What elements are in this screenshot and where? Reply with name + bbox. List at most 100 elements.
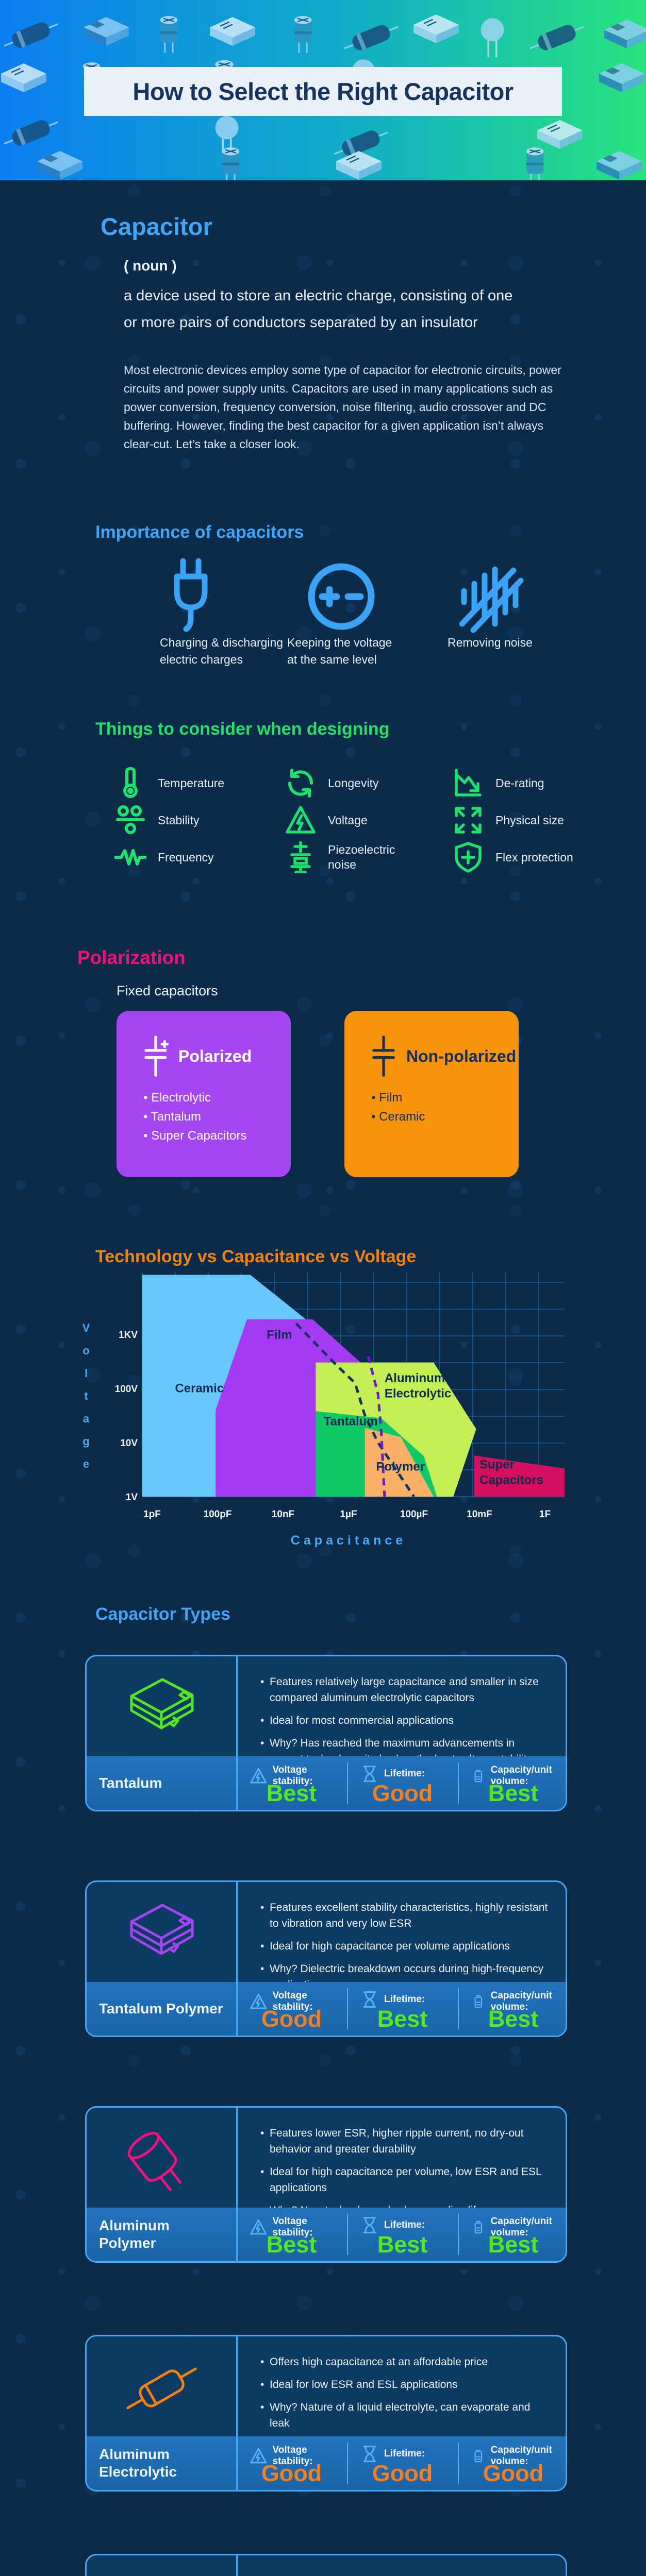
type-icon bbox=[120, 2349, 203, 2427]
polarization-card-title: Non-polarized bbox=[406, 1046, 517, 1065]
consideration-label: Physical size bbox=[495, 813, 564, 827]
svg-text:Film: Film bbox=[267, 1328, 292, 1342]
rating-value: Best bbox=[488, 1780, 539, 1806]
consideration-icon bbox=[114, 841, 146, 873]
type-rating-row: Tantalum Polymer Voltage stability: Good L… bbox=[87, 1982, 566, 2036]
polarization-card: Polarized • Electrolytic • Tantalum • Supe… bbox=[117, 1011, 291, 1177]
type-icon-cell bbox=[87, 1882, 236, 1985]
svg-text:100pF: 100pF bbox=[204, 1509, 232, 1520]
svg-text:o: o bbox=[82, 1344, 89, 1357]
type-bullet: • Features lower ESR, higher ripple curre… bbox=[260, 2127, 524, 2155]
consideration-item: De-rating bbox=[452, 766, 544, 800]
capacitor-type-card: • Offers high capacitance at an affordabl… bbox=[85, 2335, 567, 2492]
consideration-item: Flex protection bbox=[452, 840, 573, 874]
page-title: How to Select the Right Capacitor bbox=[132, 78, 514, 105]
card-divider bbox=[236, 2336, 238, 2490]
svg-text:1V: 1V bbox=[126, 1492, 138, 1503]
capacitor-type-card: • Features lower ESR, higher ripple curre… bbox=[85, 2106, 567, 2263]
svg-text:1µF: 1µF bbox=[340, 1509, 357, 1520]
type-icon bbox=[120, 1895, 203, 1972]
metric-label: Voltage stability: bbox=[272, 2216, 313, 2238]
polarization-card: Non-polarized • Film • Ceramic bbox=[344, 1011, 519, 1177]
capacitor-symbol-icon bbox=[142, 1036, 169, 1077]
rating-value: Good bbox=[483, 2460, 544, 2486]
type-rating-row: Aluminum Polymer Voltage stability: Best L… bbox=[87, 2208, 566, 2261]
type-bullet: • Offers high capacitance at an affordabl… bbox=[260, 2356, 488, 2368]
metric-label: Capacity/unit volume: bbox=[490, 2216, 552, 2238]
rating-divider bbox=[458, 2443, 459, 2484]
rating-value: Best bbox=[377, 2231, 428, 2258]
type-name-cell: Tantalum Polymer bbox=[87, 1982, 236, 2036]
polarization-card-item: • Ceramic bbox=[371, 1110, 425, 1124]
consideration-label: De-rating bbox=[495, 776, 544, 790]
type-bullet: • Ideal for low ESR and ESL applications bbox=[260, 2379, 458, 2391]
consideration-icon bbox=[452, 767, 484, 799]
type-rating-row: Tantalum Voltage stability: Best Lifetime:… bbox=[87, 1756, 566, 1810]
type-name-cell: Tantalum bbox=[87, 1756, 236, 1810]
metric-label: Lifetime: bbox=[384, 1768, 425, 1779]
consideration-label: Frequency bbox=[158, 850, 214, 864]
consideration-icon bbox=[285, 767, 317, 799]
svg-text:Capacitors: Capacitors bbox=[479, 1473, 543, 1487]
capacitor-types-heading: Capacitor Types bbox=[95, 1604, 231, 1624]
polarization-subheading: Fixed capacitors bbox=[117, 983, 218, 998]
rating-cell: Voltage stability: Good bbox=[236, 1982, 347, 2036]
type-icon-cell bbox=[87, 1656, 236, 1759]
svg-text:a: a bbox=[83, 1412, 90, 1425]
type-bullet: • Features excellent stability characteri… bbox=[260, 1902, 548, 1929]
consideration-icon bbox=[114, 804, 146, 836]
importance-heading: Importance of capacitors bbox=[95, 522, 304, 542]
rating-value: Good bbox=[261, 2006, 322, 2032]
consideration-item: Physical size bbox=[452, 803, 564, 837]
svg-text:1KV: 1KV bbox=[119, 1330, 138, 1341]
card-divider bbox=[236, 1882, 238, 2036]
importance-icon bbox=[303, 558, 380, 635]
card-divider bbox=[236, 1656, 238, 1810]
rating-cell: Voltage stability: Best bbox=[236, 2208, 347, 2261]
svg-text:Tantalum: Tantalum bbox=[324, 1414, 378, 1428]
chart-title: Technology vs Capacitance vs Voltage bbox=[95, 1247, 417, 1266]
metric-label: Lifetime: bbox=[384, 2219, 425, 2230]
rating-divider bbox=[347, 2214, 348, 2255]
consideration-item: Stability bbox=[114, 803, 200, 837]
rating-value: Best bbox=[266, 2231, 317, 2258]
hero-banner: How to Select the Right Capacitor bbox=[0, 0, 646, 180]
type-bullet: • Why? Nature of a liquid electrolyte, ca… bbox=[260, 2401, 531, 2429]
consideration-icon bbox=[114, 767, 146, 799]
consideration-label: Flex protection bbox=[495, 850, 573, 864]
type-bullet: • Features relatively large capacitance a… bbox=[260, 1676, 539, 1704]
hero-title-banner: How to Select the Right Capacitor bbox=[84, 67, 562, 116]
svg-text:Capacitance: Capacitance bbox=[291, 1533, 406, 1548]
type-icon-cell bbox=[87, 2555, 236, 2576]
metric-label: Voltage stability: bbox=[272, 1765, 313, 1787]
importance-label: Keeping the voltage at the same level bbox=[287, 636, 392, 666]
svg-text:e: e bbox=[83, 1458, 89, 1470]
type-bullets: •Provides high reliability with excellen… bbox=[238, 2555, 566, 2576]
type-icon bbox=[120, 1669, 203, 1747]
rating-divider bbox=[458, 1988, 459, 2029]
rating-divider bbox=[347, 2443, 348, 2484]
metric-label: Capacity/unit volume: bbox=[490, 1990, 552, 2012]
polarization-heading: Polarization bbox=[77, 947, 186, 968]
part-of-speech: ( noun ) bbox=[124, 258, 177, 274]
svg-text:V: V bbox=[82, 1321, 90, 1334]
capacitor-type-card: • Features excellent stability characteri… bbox=[85, 1880, 567, 2037]
type-name: Tantalum Polymer bbox=[99, 2001, 223, 2016]
consideration-item: Frequency bbox=[114, 840, 214, 874]
consideration-item: Voltage bbox=[285, 803, 368, 837]
polarization-card-items: • Electrolytic • Tantalum • Super Capacito… bbox=[143, 1088, 247, 1145]
type-bullet: •Provides high reliability with excellen… bbox=[260, 2573, 550, 2576]
consideration-item: Temperature bbox=[114, 766, 224, 800]
type-icon bbox=[120, 2121, 203, 2198]
consideration-icon bbox=[285, 804, 317, 836]
svg-text:Electrolytic: Electrolytic bbox=[385, 1386, 451, 1400]
consideration-label: Longevity bbox=[328, 776, 379, 790]
definition-text: a device used to store an electric charg… bbox=[124, 287, 513, 331]
importance-label: Removing noise bbox=[448, 636, 533, 649]
rating-value: Best bbox=[266, 1780, 317, 1806]
type-name: Aluminum Polymer bbox=[99, 2217, 170, 2251]
rating-value: Best bbox=[488, 2231, 539, 2258]
type-icon-cell bbox=[87, 2336, 236, 2439]
rating-divider bbox=[347, 1988, 348, 2029]
